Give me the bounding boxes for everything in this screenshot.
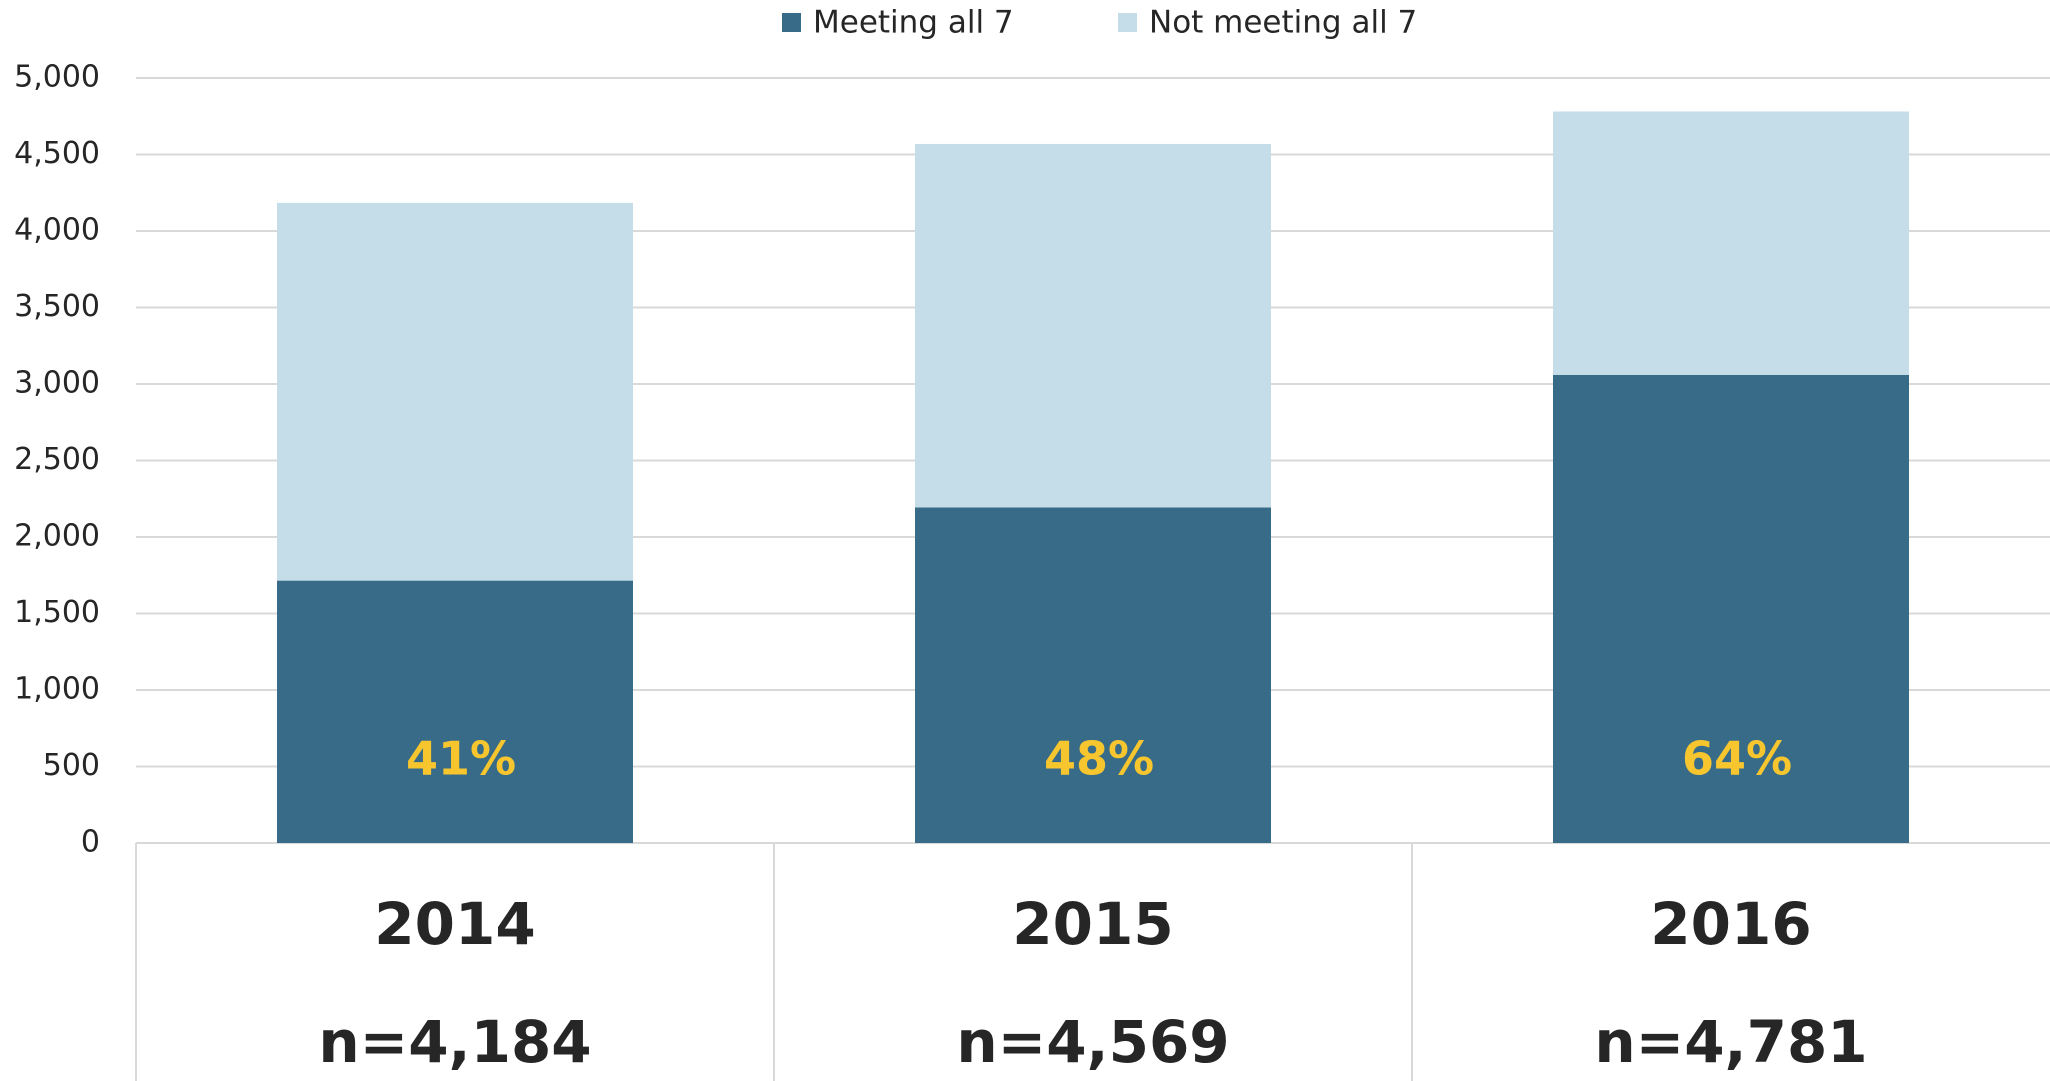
y-tick-label: 4,500 (14, 136, 100, 171)
bar-segment (277, 202, 633, 581)
legend-label: Not meeting all 7 (1149, 5, 1417, 41)
bar-segment (277, 580, 633, 843)
bar-segment (915, 143, 1271, 508)
n-label: n=4,184 (318, 1008, 591, 1076)
n-label: n=4,569 (956, 1008, 1229, 1076)
y-tick-label: 0 (81, 825, 100, 860)
x-category-label: 2014 (374, 890, 535, 958)
bar-annotation: 48% (1044, 732, 1154, 786)
y-tick-label: 5,000 (14, 60, 100, 95)
x-category-label: 2016 (1650, 890, 1811, 958)
bar-annotation: 64% (1682, 732, 1792, 786)
y-tick-label: 4,000 (14, 213, 100, 248)
y-tick-label: 3,000 (14, 366, 100, 401)
bar-segment (1553, 111, 1909, 375)
legend-label: Meeting all 7 (813, 5, 1014, 41)
y-tick-label: 2,500 (14, 442, 100, 477)
bar-segment (1553, 374, 1909, 843)
y-tick-label: 1,500 (14, 595, 100, 630)
y-tick-label: 500 (43, 748, 100, 783)
y-tick-label: 1,000 (14, 672, 100, 707)
legend-swatch (782, 13, 801, 32)
y-tick-label: 2,000 (14, 519, 100, 554)
n-label: n=4,781 (1594, 1008, 1867, 1076)
bar-segment (915, 507, 1271, 843)
x-category-label: 2015 (1012, 890, 1173, 958)
y-tick-label: 3,500 (14, 289, 100, 324)
legend-swatch (1118, 13, 1137, 32)
bar-annotation: 41% (406, 732, 516, 786)
